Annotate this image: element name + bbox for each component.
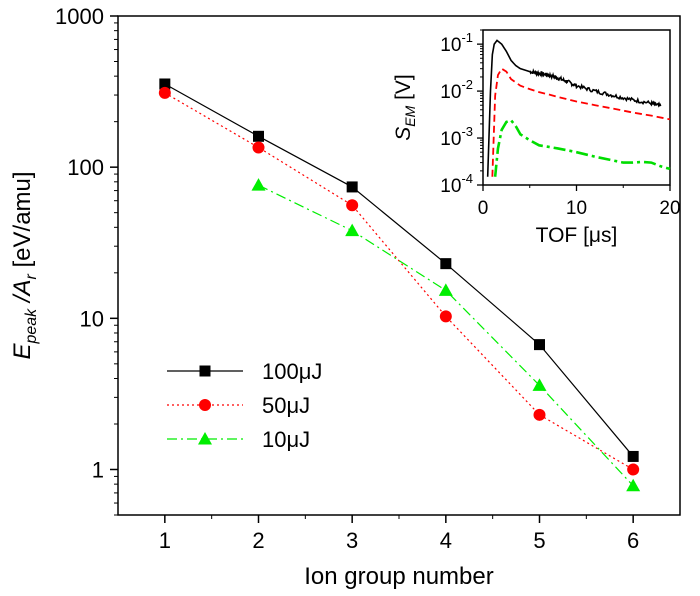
legend-marker	[199, 365, 211, 377]
inset-y-axis-title: SEM [V]	[392, 74, 418, 141]
legend: 100μJ 50μJ 10μJ	[167, 359, 322, 452]
data-point	[532, 378, 547, 391]
legend-label: 10μJ	[262, 427, 310, 452]
inset-series-0	[486, 39, 662, 177]
x-axis-title: Ion group number	[304, 563, 493, 590]
data-point	[438, 283, 453, 296]
x-tick-label: 1	[159, 528, 171, 553]
legend-marker	[198, 432, 212, 445]
data-point	[627, 450, 639, 462]
data-point	[534, 339, 545, 351]
series-1	[158, 86, 640, 476]
inset-y-tick-label: 10-1	[440, 30, 473, 56]
data-point	[253, 130, 264, 142]
y-axis-title: Epeak /Ar [eV/amu]	[9, 171, 40, 359]
inset-x-tick-label: 0	[478, 198, 489, 219]
inset-y-tick-label: 10-4	[440, 171, 473, 197]
x-tick-label: 6	[627, 528, 639, 553]
series-0	[159, 78, 639, 462]
data-point	[345, 223, 360, 237]
y-tick-label: 1000	[55, 4, 104, 29]
legend-marker	[199, 399, 211, 411]
y-tick-label: 10	[80, 306, 104, 331]
data-point	[533, 408, 546, 421]
x-tick-label: 2	[252, 528, 264, 553]
inset-x-tick-label: 10	[566, 198, 587, 219]
x-tick-label: 3	[346, 528, 358, 553]
data-point	[626, 478, 641, 492]
inset-frame	[482, 29, 671, 186]
inset-y-tick-label: 10-3	[440, 124, 473, 150]
x-tick-label: 5	[533, 528, 545, 553]
inset-series-2	[493, 118, 671, 177]
data-point	[346, 181, 358, 193]
inset-chart: 0 10 20 10-4 10-3 10-2 10-1 TOF [μs] SEM [V]	[392, 29, 681, 247]
y-tick-label: 100	[67, 155, 104, 180]
inset-series-1	[491, 67, 671, 177]
data-point	[251, 178, 266, 191]
y-tick-label: 1	[92, 457, 104, 482]
series-line	[164, 92, 634, 471]
data-point	[440, 258, 452, 270]
inset-y-tick-label: 10-2	[440, 77, 473, 103]
data-point	[252, 141, 265, 154]
data-point	[159, 78, 171, 90]
series-2	[251, 178, 641, 492]
legend-label: 100μJ	[262, 359, 322, 384]
inset-x-tick-label: 20	[659, 198, 680, 219]
series-line	[164, 83, 634, 457]
data-point	[439, 310, 452, 323]
legend-label: 50μJ	[262, 393, 310, 418]
inset-x-axis-title: TOF [μs]	[536, 224, 618, 247]
x-tick-label: 4	[440, 528, 452, 553]
data-point	[346, 199, 359, 212]
data-point	[627, 463, 640, 476]
data-point	[158, 86, 171, 99]
